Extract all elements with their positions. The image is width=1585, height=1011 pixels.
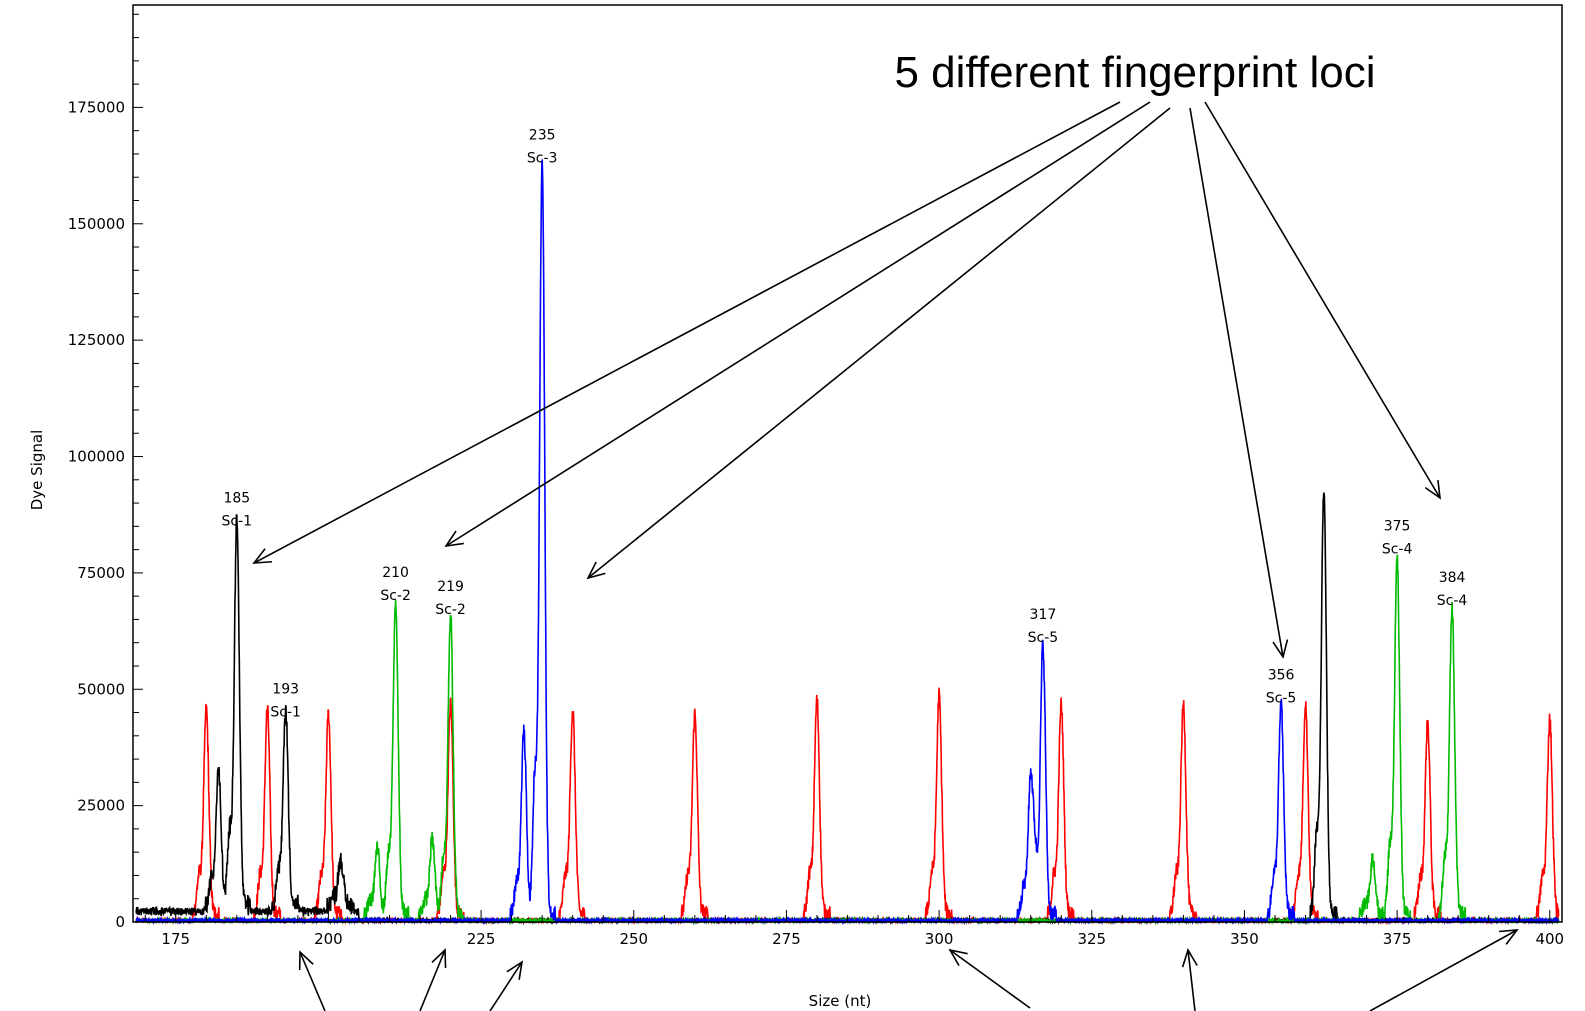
x-tick-label: 350: [1230, 930, 1259, 948]
x-tick-label: 300: [925, 930, 954, 948]
arrow-group: [252, 101, 1519, 1011]
bottom-arrow-4: [948, 948, 1031, 1009]
x-tick-label: 225: [467, 930, 496, 948]
x-axis-title: Size (nt): [809, 992, 872, 1010]
peak-locus-label: Sc-4: [1437, 593, 1468, 609]
peak-locus-label: Sc-3: [527, 151, 558, 167]
peak-label-group: 185 Sc-1 193 Sc-1 210 Sc-2 219 Sc-2 235 Sc-3 317 Sc…: [222, 128, 1468, 721]
y-tick-label: 75000: [77, 564, 125, 582]
annotation-loci: 5 different fingerprint loci: [894, 48, 1375, 97]
annotation-arrow-sc1: [252, 101, 1121, 564]
annotation-arrow-sc5: [1189, 107, 1289, 659]
peak-locus-label: Sc-1: [270, 704, 301, 720]
axes-group: 0 25000 50000 75000 100000 125000 150000 175000…: [68, 4, 1564, 948]
peak-locus-label: Sc-1: [222, 514, 253, 530]
peak-size-label: 210: [382, 565, 409, 581]
y-axis-title: Dye Signal: [28, 430, 46, 511]
x-tick-label: 400: [1535, 930, 1564, 948]
y-tick-label: 100000: [68, 448, 125, 466]
x-tick-label: 250: [619, 930, 648, 948]
peak-locus-label: Sc-2: [380, 588, 411, 604]
annotation-arrow-sc2: [444, 101, 1151, 548]
y-tick-label: 50000: [77, 680, 125, 698]
peak-locus-label: Sc-5: [1028, 630, 1059, 646]
y-tick-label: 25000: [77, 797, 125, 815]
peak-locus-label: Sc-2: [435, 602, 466, 618]
y-tick-label: 0: [115, 913, 125, 931]
peak-size-label: 356: [1268, 668, 1295, 684]
y-tick-label: 150000: [68, 215, 125, 233]
annotation-arrow-sc3: [586, 107, 1171, 580]
x-tick-label: 200: [314, 930, 343, 948]
x-tick-label: 375: [1383, 930, 1412, 948]
bottom-arrow-5: [1181, 948, 1198, 1011]
bottom-arrow-6: [1369, 929, 1519, 1011]
peak-size-label: 235: [529, 128, 556, 144]
peak-size-label: 219: [437, 579, 464, 595]
peak-size-label: 375: [1384, 519, 1411, 535]
x-tick-label: 275: [772, 930, 801, 948]
y-tick-label: 125000: [68, 331, 125, 349]
peak-size-label: 193: [272, 681, 299, 697]
peak-locus-label: Sc-5: [1266, 691, 1297, 707]
peak-size-label: 185: [223, 491, 250, 507]
x-tick-label: 175: [161, 930, 190, 948]
annotation-arrow-sc4: [1204, 101, 1442, 500]
x-tick-label: 325: [1077, 930, 1106, 948]
peak-size-label: 384: [1439, 570, 1466, 586]
y-tick-label: 175000: [68, 98, 125, 116]
peak-locus-label: Sc-4: [1382, 542, 1413, 558]
peak-size-label: 317: [1030, 607, 1057, 623]
bottom-arrow-1: [298, 950, 326, 1011]
bottom-arrow-2: [419, 948, 447, 1011]
bottom-arrow-3: [489, 960, 524, 1011]
